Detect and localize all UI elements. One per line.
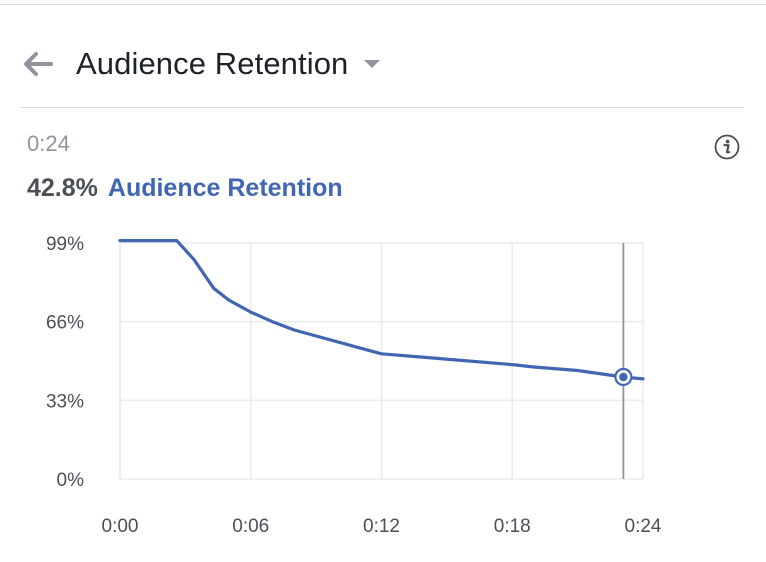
y-tick-label: 33%: [46, 391, 84, 412]
y-tick-label: 99%: [46, 234, 84, 255]
y-tick-label: 0%: [57, 470, 85, 491]
retention-line: [118, 239, 645, 381]
current-time-label: 0:24: [27, 131, 70, 156]
divider: [20, 107, 744, 108]
y-tick-label: 66%: [46, 313, 84, 334]
retention-chart: 0% 33% 66% 99% 0:00 0:06 0:12 0:18 0:24: [46, 234, 662, 537]
caret-down-icon[interactable]: [364, 60, 381, 68]
x-tick-label: 0:12: [363, 516, 400, 537]
y-axis-ticks: 0% 33% 66% 99%: [46, 234, 84, 491]
info-icon[interactable]: [714, 134, 740, 160]
x-axis-ticks: 0:00 0:06 0:12 0:18 0:24: [102, 516, 662, 537]
back-arrow-icon[interactable]: [20, 46, 56, 82]
chart-grid: [119, 242, 644, 480]
chart-marker-layer: [614, 243, 633, 479]
top-border: [0, 4, 766, 5]
x-tick-label: 0:06: [232, 516, 269, 537]
metric-value: 42.8%: [27, 174, 98, 202]
metric-label: Audience Retention: [107, 174, 343, 202]
chart-series: [118, 239, 645, 381]
x-tick-label: 0:00: [102, 516, 139, 537]
x-tick-label: 0:24: [625, 516, 662, 537]
header: Audience Retention: [20, 36, 381, 92]
page-title: Audience Retention: [76, 46, 349, 81]
x-tick-label: 0:18: [494, 516, 531, 537]
metric-readout: 42.8% Audience Retention: [27, 173, 343, 203]
cursor-point[interactable]: [619, 372, 628, 382]
